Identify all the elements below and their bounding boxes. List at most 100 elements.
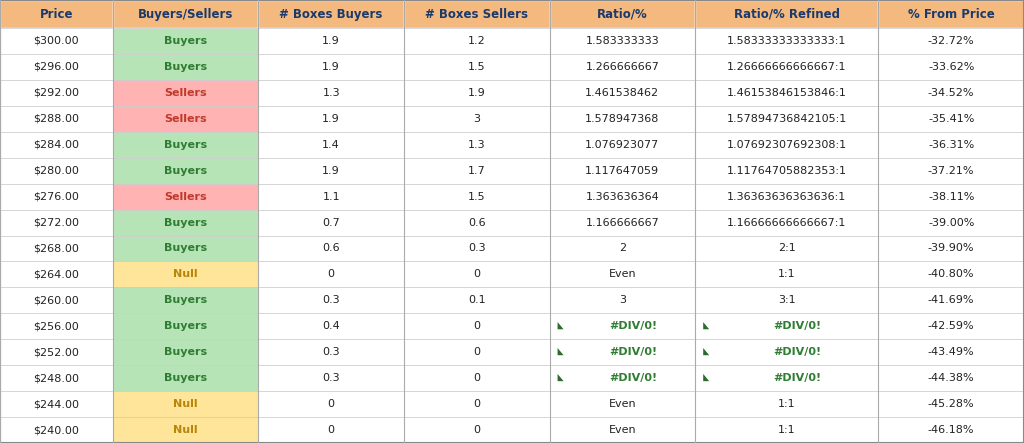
Bar [0,313,113,339]
Text: 0: 0 [328,425,335,435]
Text: 1.9: 1.9 [323,62,340,72]
Text: 1:1: 1:1 [778,425,796,435]
Bar [113,54,258,80]
Text: $268.00: $268.00 [34,244,79,253]
Bar [550,54,695,80]
Text: 1.5: 1.5 [468,191,485,202]
Bar [403,132,550,158]
Bar [550,28,695,54]
Text: 1.9: 1.9 [323,114,340,124]
Text: 1.16666666666667:1: 1.16666666666667:1 [727,218,847,228]
Bar [695,132,879,158]
Bar [258,261,403,288]
Text: #DIV/0!: #DIV/0! [774,321,822,331]
Bar [403,158,550,184]
Bar [550,106,695,132]
Text: $300.00: $300.00 [34,36,79,46]
Text: 1.583333333: 1.583333333 [586,36,659,46]
Bar [113,391,258,417]
Text: 1.26666666666667:1: 1.26666666666667:1 [727,62,847,72]
Text: $296.00: $296.00 [34,62,79,72]
Bar [0,236,113,261]
Bar [550,184,695,210]
Text: 0.3: 0.3 [323,347,340,357]
Text: Buyers: Buyers [164,140,207,150]
Text: 0: 0 [473,269,480,280]
Text: % From Price: % From Price [908,8,994,20]
Bar [0,184,113,210]
Text: 0.7: 0.7 [323,218,340,228]
Text: #DIV/0!: #DIV/0! [774,373,822,383]
Text: Buyers: Buyers [164,218,207,228]
Bar [879,339,1024,365]
Text: 1.11764705882353:1: 1.11764705882353:1 [727,166,847,176]
Bar [879,288,1024,313]
Text: 1:1: 1:1 [778,269,796,280]
Text: Sellers: Sellers [164,191,207,202]
Text: $264.00: $264.00 [34,269,79,280]
Text: 1.166666667: 1.166666667 [586,218,659,228]
Text: #DIV/0!: #DIV/0! [609,373,657,383]
Bar [258,184,403,210]
Bar [695,288,879,313]
Bar [695,261,879,288]
Bar [879,132,1024,158]
Text: Sellers: Sellers [164,88,207,98]
Bar [113,132,258,158]
Text: $256.00: $256.00 [34,321,79,331]
Bar [258,28,403,54]
Bar [550,288,695,313]
Text: 1.46153846153846:1: 1.46153846153846:1 [727,88,847,98]
Bar [0,132,113,158]
Bar [879,313,1024,339]
Text: Even: Even [608,399,636,409]
Bar [113,339,258,365]
Bar [403,28,550,54]
Bar [695,54,879,80]
Bar [403,54,550,80]
Bar [0,106,113,132]
Text: $288.00: $288.00 [34,114,80,124]
Text: 2:1: 2:1 [778,244,796,253]
Bar [695,365,879,391]
Bar [695,80,879,106]
Bar [550,132,695,158]
Text: -40.80%: -40.80% [928,269,975,280]
Text: -45.28%: -45.28% [928,399,975,409]
Bar [695,184,879,210]
Bar [0,339,113,365]
Text: 1.7: 1.7 [468,166,485,176]
Text: 1.461538462: 1.461538462 [586,88,659,98]
Text: 0.6: 0.6 [468,218,485,228]
Text: -35.41%: -35.41% [928,114,975,124]
Bar [113,365,258,391]
Text: Price: Price [40,8,73,20]
Text: 3: 3 [473,114,480,124]
Bar [0,54,113,80]
Bar [695,28,879,54]
Text: 1.3: 1.3 [468,140,485,150]
Bar [879,184,1024,210]
Text: -38.11%: -38.11% [928,191,975,202]
Text: 0.3: 0.3 [323,373,340,383]
Text: # Boxes Sellers: # Boxes Sellers [425,8,528,20]
Text: -43.49%: -43.49% [928,347,975,357]
Text: -33.62%: -33.62% [928,62,975,72]
Bar [0,80,113,106]
Text: 0: 0 [473,373,480,383]
Bar [258,210,403,236]
Text: Buyers: Buyers [164,166,207,176]
Polygon shape [703,348,710,355]
Text: Buyers: Buyers [164,62,207,72]
Bar [695,417,879,443]
Text: 1.36363636363636:1: 1.36363636363636:1 [727,191,847,202]
Bar [879,391,1024,417]
Bar [879,106,1024,132]
Text: Buyers: Buyers [164,347,207,357]
Bar [695,106,879,132]
Text: -44.38%: -44.38% [928,373,975,383]
Text: Ratio/%: Ratio/% [597,8,648,20]
Text: $252.00: $252.00 [34,347,79,357]
Text: 0: 0 [473,425,480,435]
Text: -36.31%: -36.31% [928,140,974,150]
